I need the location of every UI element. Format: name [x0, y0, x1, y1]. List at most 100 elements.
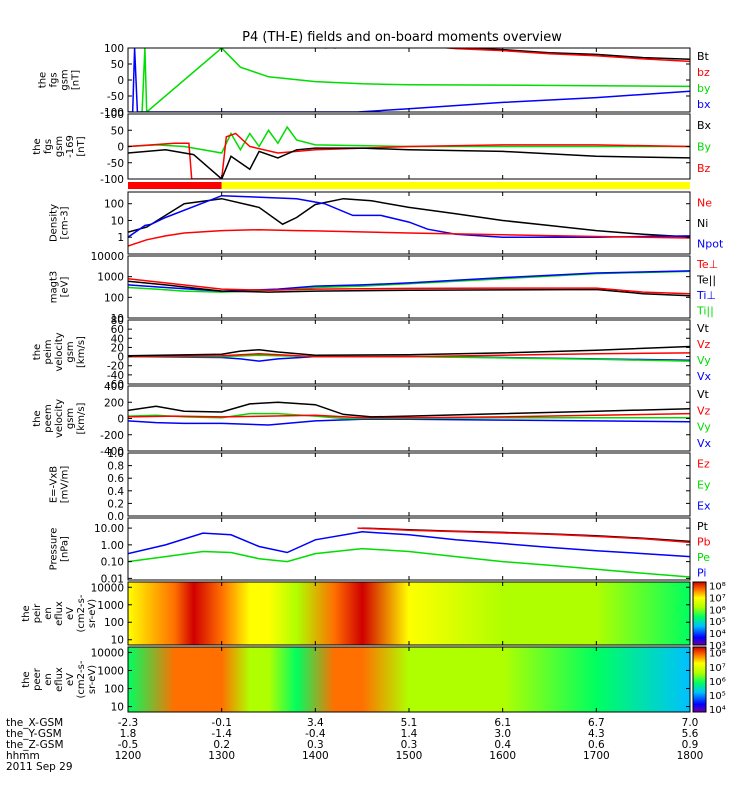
y-axis-label: the [21, 671, 32, 687]
y-tick-label: 10000 [91, 582, 124, 594]
series-line-Ti⊥ [128, 270, 690, 292]
y-tick-label: -20 [107, 361, 124, 373]
mode-bar-segment [128, 182, 222, 189]
spectrogram-fill [128, 647, 690, 712]
legend-entry: Vy [697, 354, 711, 367]
y-tick-label: 20 [111, 342, 124, 354]
y-axis-label: sr-eV) [87, 599, 98, 628]
footer-value: 7.0 [682, 717, 699, 729]
y-axis-label: fgs [43, 139, 54, 154]
y-axis-label: the [32, 410, 43, 426]
legend-entry: Ni [697, 217, 708, 230]
footer-value: 1800 [677, 750, 704, 762]
footer-value: 1600 [489, 750, 516, 762]
y-tick-label: 0.01 [101, 573, 124, 585]
series-group [128, 48, 690, 112]
y-tick-label: 0 [117, 75, 124, 87]
footer-row-label: hhmm [6, 750, 40, 762]
y-tick-label: 10000 [91, 251, 124, 263]
y-tick-label: 100 [104, 199, 124, 211]
mode-bar-segment [221, 182, 690, 189]
y-axis-label: magt3 [49, 271, 60, 304]
series-line-Vt [128, 345, 690, 357]
y-axis-label: [eV] [60, 277, 71, 298]
y-axis-label: (cm2-s- [76, 594, 87, 632]
footer-row-label: the_X-GSM [6, 717, 63, 729]
colorbar [692, 646, 707, 713]
footer-value: 5.1 [401, 717, 418, 729]
y-axis-label: gsm [65, 408, 76, 429]
footer-value: 3.4 [307, 717, 324, 729]
footer-value: 0.2 [213, 739, 230, 751]
series-line-Pb [357, 527, 690, 544]
footer-value: 0.9 [682, 739, 699, 751]
colorbar-tick-label: 10³ [709, 641, 726, 652]
y-axis-label: the [38, 72, 49, 88]
colorbar-tick-label: 10⁵ [709, 617, 726, 628]
legend-entry: Ez [697, 458, 710, 471]
footer: the_X-GSM -2.3 -0.1 3.4 5.1 6.1 6.7 7.0 the_Y-GS… [6, 717, 703, 773]
colorbar-tick-label: 10⁵ [709, 691, 726, 702]
y-tick-label: 0.2 [107, 498, 124, 510]
y-tick-label: 50 [111, 125, 124, 137]
y-axis-label: velocity [54, 332, 65, 371]
y-axis-label: [km/s] [76, 336, 87, 368]
legend-entry: Ne [697, 196, 712, 209]
footer-value: 3.0 [494, 728, 511, 740]
y-axis-label: peem [43, 404, 54, 432]
y-axis-label: gsm [54, 136, 65, 157]
y-tick-label: 0.10 [101, 557, 124, 569]
footer-value: 6.7 [588, 717, 605, 729]
y-tick-label: 0.0 [107, 511, 124, 523]
y-axis-label: the [32, 344, 43, 360]
legend-entry: Vt [697, 322, 710, 335]
legend-entry: Te|| [696, 273, 716, 286]
y-axis-label: eflux [54, 601, 65, 626]
y-axis-label: eflux [54, 667, 65, 692]
colorbar-tick-label: 10⁸ [709, 649, 726, 660]
y-axis-label: en [43, 673, 54, 686]
legend-entry: Vt [697, 388, 710, 401]
y-tick-label: 1 [117, 232, 124, 244]
footer-value: 1.4 [401, 728, 418, 740]
y-tick-label: -400 [100, 446, 124, 458]
footer-value: -0.4 [305, 728, 326, 740]
panel-frame [127, 319, 691, 385]
y-axis-label: [cm-3] [60, 206, 71, 239]
y-axis-label: sr-eV) [87, 665, 98, 694]
y-axis-label: eV [65, 673, 76, 686]
colorbar-tick-label: 10⁶ [709, 677, 726, 688]
legend-entry: Ex [697, 500, 711, 513]
series-line-Bt [334, 48, 690, 60]
footer-value: 1500 [396, 750, 423, 762]
series-group [128, 194, 690, 247]
series-line-Te|| [128, 280, 690, 297]
legend-entry: Pb [697, 535, 711, 548]
y-tick-label: 400 [104, 381, 124, 393]
series-line-Vz [128, 352, 690, 358]
footer-value: -2.3 [118, 717, 139, 729]
series-line-by [141, 48, 690, 112]
panel-velocity_peem: 400 200 0 -200 -400 the peem velocity gsm [km/s] V… [32, 381, 712, 458]
footer-value: 0.4 [494, 739, 511, 751]
y-axis-label: E=-VxB [49, 466, 60, 503]
y-tick-label: 100 [104, 292, 124, 304]
y-tick-label: 10.00 [94, 523, 124, 535]
y-axis-label: [km/s] [76, 402, 87, 434]
y-tick-label: -60 [107, 379, 124, 391]
y-tick-label: -50 [107, 91, 124, 103]
legend-entry: Pe [697, 551, 710, 564]
series-line-Ne [128, 228, 690, 247]
series-line-bz [324, 48, 690, 63]
y-axis-label: peer [32, 667, 43, 691]
panel-temp: 10000 1000 100 10 magt3 [eV] Te⊥ Te|| Ti⊥ Ti|| [49, 251, 719, 325]
legend-entry: Vx [697, 370, 712, 383]
colorbar-tick-label: 10⁸ [709, 582, 726, 593]
y-tick-label: -200 [100, 430, 124, 442]
legend-entry: Pi [697, 566, 706, 579]
footer-value: 0.6 [588, 739, 605, 751]
footer-value: 0.3 [401, 739, 418, 751]
series-group [128, 270, 690, 297]
